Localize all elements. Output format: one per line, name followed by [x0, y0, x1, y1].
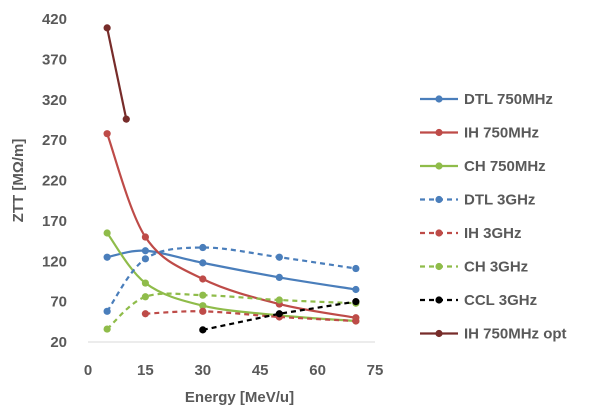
legend-marker — [435, 128, 443, 137]
y-tick-label: 170 — [42, 213, 67, 230]
data-point — [199, 243, 207, 252]
legend-label: DTL 3GHz — [464, 192, 535, 209]
legend-item-ccl-3ghz: CCL 3GHz — [420, 292, 537, 309]
x-axis-ticks: 0 15 30 45 60 75 — [84, 362, 384, 379]
data-point — [275, 273, 283, 281]
series-ccl-3ghz — [199, 298, 360, 334]
series-layer — [103, 24, 360, 334]
legend-item-ih-750mhz: IH 750MHz — [420, 125, 539, 142]
data-point — [199, 259, 207, 267]
data-point — [141, 247, 149, 255]
legend-marker — [435, 229, 443, 237]
data-point — [275, 296, 283, 304]
legend-label: IH 750MHz — [464, 125, 539, 142]
legend-marker — [435, 162, 443, 170]
data-point — [352, 298, 360, 306]
data-point — [141, 310, 149, 318]
legend-item-ch-3ghz: CH 3GHz — [420, 259, 528, 276]
series-line — [202, 300, 357, 331]
series-ih-750mhz-opt — [103, 24, 130, 123]
x-tick-label: 60 — [309, 362, 326, 379]
x-tick-label: 15 — [137, 362, 154, 379]
legend-label: CH 750MHz — [464, 158, 546, 175]
legend-item-dtl-750mhz: DTL 750MHz — [420, 91, 553, 108]
data-point — [103, 325, 111, 333]
legend: DTL 750MHz IH 750MHz CH 750MHz DTL 3GHz IH 3… — [420, 91, 567, 343]
data-point — [103, 229, 111, 237]
legend-marker — [435, 296, 443, 304]
data-point — [199, 307, 207, 315]
data-point — [103, 253, 111, 261]
data-point — [199, 326, 207, 334]
y-tick-label: 320 — [42, 92, 67, 109]
series-ih-750mhz — [103, 130, 360, 322]
x-tick-label: 45 — [252, 362, 269, 379]
data-point — [352, 317, 360, 325]
data-point — [275, 310, 283, 318]
legend-item-dtl-3ghz: DTL 3GHz — [420, 192, 535, 209]
data-point — [141, 255, 149, 263]
y-axis-ticks: 20 70 120 170 220 270 320 370 420 — [42, 11, 67, 351]
series-line — [106, 27, 128, 120]
series-ih-3ghz — [141, 307, 360, 325]
legend-marker — [435, 262, 443, 271]
data-point — [141, 233, 149, 241]
data-point — [199, 302, 207, 310]
data-point — [122, 115, 130, 123]
y-tick-label: 370 — [42, 51, 67, 68]
legend-marker — [435, 95, 443, 103]
y-tick-label: 70 — [50, 294, 67, 311]
legend-label: CH 3GHz — [464, 259, 528, 276]
x-tick-label: 30 — [194, 362, 211, 379]
legend-label: IH 750MHz opt — [464, 326, 567, 343]
data-point — [199, 275, 207, 283]
series-line — [106, 246, 357, 312]
y-tick-label: 120 — [42, 253, 67, 270]
y-axis-title: ZTT [MΩ/m] — [10, 139, 27, 223]
legend-label: CCL 3GHz — [464, 292, 537, 309]
data-point — [103, 24, 111, 32]
series-ch-750mhz — [103, 229, 360, 325]
x-axis-title: Energy [MeV/u] — [185, 389, 294, 406]
x-tick-label: 0 — [84, 362, 92, 379]
legend-label: IH 3GHz — [464, 225, 522, 242]
legend-item-ih-3ghz: IH 3GHz — [420, 225, 522, 242]
data-point — [275, 253, 283, 261]
data-point — [199, 291, 207, 299]
data-point — [141, 293, 149, 301]
y-tick-label: 20 — [50, 334, 67, 351]
legend-item-ih-750mhz-opt: IH 750MHz opt — [420, 326, 567, 343]
data-point — [103, 130, 111, 138]
y-tick-label: 270 — [42, 132, 67, 149]
data-point — [103, 307, 111, 315]
legend-marker — [435, 195, 443, 204]
series-line — [145, 310, 356, 323]
data-point — [352, 285, 360, 294]
legend-marker — [435, 329, 443, 338]
series-line — [106, 133, 357, 319]
y-tick-label: 220 — [42, 173, 67, 190]
x-tick-label: 75 — [367, 362, 384, 379]
y-tick-label: 420 — [42, 11, 67, 28]
legend-item-ch-750mhz: CH 750MHz — [420, 158, 546, 175]
series-dtl-3ghz — [103, 243, 360, 315]
data-point — [352, 264, 360, 273]
series-dtl-750mhz — [103, 247, 360, 294]
legend-label: DTL 750MHz — [464, 91, 553, 108]
data-point — [141, 279, 149, 287]
